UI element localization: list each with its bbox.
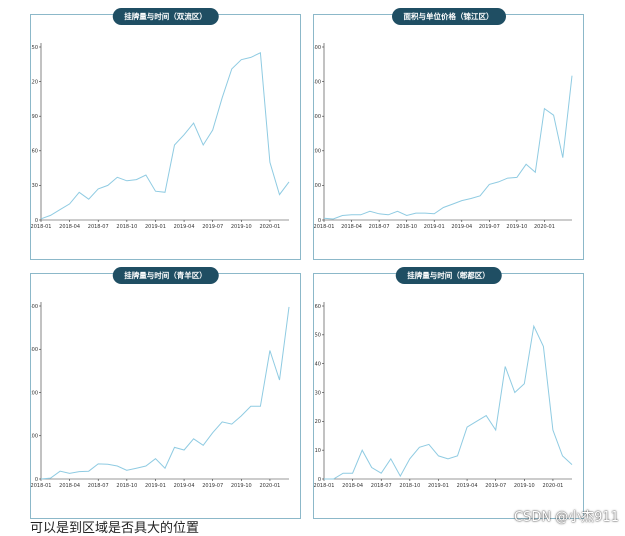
chart-panel-pidu: 挂牌量与时间（郫都区） 0 10 20 30 40 50 60 2018-01 2018-04 2… bbox=[313, 267, 584, 519]
x-tick-label: 2019-10 bbox=[231, 483, 252, 489]
y-tick-label: 400 bbox=[314, 79, 321, 85]
y-tick-label: 0 bbox=[318, 477, 321, 483]
y-tick-label: 50 bbox=[315, 333, 321, 339]
x-tick-label: 2019-01 bbox=[428, 483, 449, 489]
y-tick-label: 100 bbox=[31, 434, 38, 440]
line-chart: 0 10 20 30 40 50 60 2018-01 2018-04 2018-07 2018-1… bbox=[314, 302, 573, 489]
x-tick-label: 2018-10 bbox=[116, 483, 137, 489]
y-tick-label: 10 bbox=[315, 448, 321, 454]
x-tick-label: 2020-01 bbox=[534, 224, 555, 230]
chart-panel-qingyang: 挂牌量与时间（青羊区） 0 100 200 300 400 2018-01 2018-04 2… bbox=[30, 267, 301, 519]
line-chart: 0 100 200 300 400 2018-01 2018-04 2018-07 2018-1… bbox=[31, 302, 290, 489]
y-tick-label: 200 bbox=[31, 390, 38, 396]
chart-title: 挂牌量与时间（双流区） bbox=[112, 8, 219, 25]
y-tick-label: 0 bbox=[318, 218, 321, 224]
y-tick-label: 500 bbox=[314, 45, 321, 51]
chart-title: 挂牌量与时间（青羊区） bbox=[112, 267, 219, 284]
x-tick-label: 2019-04 bbox=[174, 483, 195, 489]
x-tick-label: 2019-07 bbox=[479, 224, 500, 230]
x-tick-label: 2018-04 bbox=[59, 483, 80, 489]
x-tick-label: 2018-04 bbox=[341, 224, 362, 230]
y-tick-label: 60 bbox=[32, 149, 38, 155]
x-tick-label: 2019-07 bbox=[485, 483, 506, 489]
y-tick-label: 400 bbox=[31, 304, 38, 310]
x-tick-label: 2018-10 bbox=[396, 224, 417, 230]
footer-text: 可以是到区域是否具大的位置 bbox=[30, 521, 200, 536]
x-tick-label: 2018-01 bbox=[31, 224, 51, 230]
x-tick-label: 2018-04 bbox=[59, 224, 80, 230]
x-tick-label: 2020-01 bbox=[259, 224, 280, 230]
line-chart: 0 100 200 300 400 500 2018-01 2018-04 2018-07 201… bbox=[314, 43, 573, 230]
chart-panel-jinjiang: 面积与单位价格（锦江区） 0 100 200 300 400 500 2018-01 2018… bbox=[313, 8, 584, 260]
x-tick-label: 2018-01 bbox=[31, 483, 51, 489]
chart-panel-shuangliu: 挂牌量与时间（双流区） 0 30 60 90 120 150 2018-01 2018-04 2… bbox=[30, 8, 301, 260]
y-tick-label: 60 bbox=[315, 304, 321, 310]
x-tick-label: 2018-01 bbox=[314, 483, 334, 489]
y-tick-label: 30 bbox=[315, 390, 321, 396]
y-tick-label: 300 bbox=[314, 114, 321, 120]
y-tick-label: 300 bbox=[31, 347, 38, 353]
x-tick-label: 2019-01 bbox=[145, 483, 166, 489]
y-tick-label: 0 bbox=[35, 477, 38, 483]
x-tick-label: 2019-01 bbox=[424, 224, 445, 230]
y-tick-label: 100 bbox=[314, 183, 321, 189]
y-tick-label: 90 bbox=[32, 114, 38, 120]
x-tick-label: 2019-10 bbox=[514, 483, 535, 489]
x-tick-label: 2018-07 bbox=[371, 483, 392, 489]
chart-title: 面积与单位价格（锦江区） bbox=[391, 8, 506, 25]
x-tick-label: 2018-10 bbox=[399, 483, 420, 489]
x-tick-label: 2018-04 bbox=[342, 483, 363, 489]
series-line bbox=[40, 52, 290, 220]
y-tick-label: 150 bbox=[31, 45, 38, 51]
y-tick-label: 20 bbox=[315, 419, 321, 425]
series-line bbox=[324, 324, 573, 480]
x-tick-label: 2018-10 bbox=[116, 224, 137, 230]
x-tick-label: 2018-01 bbox=[314, 224, 334, 230]
y-tick-label: 40 bbox=[315, 361, 321, 367]
x-tick-label: 2019-04 bbox=[451, 224, 472, 230]
x-tick-label: 2020-01 bbox=[542, 483, 563, 489]
line-chart: 0 30 60 90 120 150 2018-01 2018-04 2018-07 2018-1… bbox=[31, 43, 290, 230]
x-tick-label: 2018-07 bbox=[88, 483, 109, 489]
x-tick-label: 2019-07 bbox=[202, 224, 223, 230]
x-tick-label: 2019-04 bbox=[457, 483, 478, 489]
x-tick-label: 2018-07 bbox=[369, 224, 390, 230]
chart-title: 挂牌量与时间（郫都区） bbox=[395, 267, 502, 284]
x-tick-label: 2020-01 bbox=[259, 483, 280, 489]
x-tick-label: 2019-10 bbox=[506, 224, 527, 230]
y-tick-label: 30 bbox=[32, 183, 38, 189]
y-tick-label: 200 bbox=[314, 149, 321, 155]
x-tick-label: 2019-10 bbox=[231, 224, 252, 230]
y-tick-label: 0 bbox=[35, 218, 38, 224]
y-tick-label: 120 bbox=[31, 79, 38, 85]
x-tick-label: 2019-01 bbox=[145, 224, 166, 230]
x-tick-label: 2019-04 bbox=[174, 224, 195, 230]
watermark: CSDN @小杰911 bbox=[513, 510, 619, 525]
x-tick-label: 2019-07 bbox=[202, 483, 223, 489]
x-tick-label: 2018-07 bbox=[88, 224, 109, 230]
series-line bbox=[40, 306, 290, 480]
series-line bbox=[323, 75, 573, 220]
